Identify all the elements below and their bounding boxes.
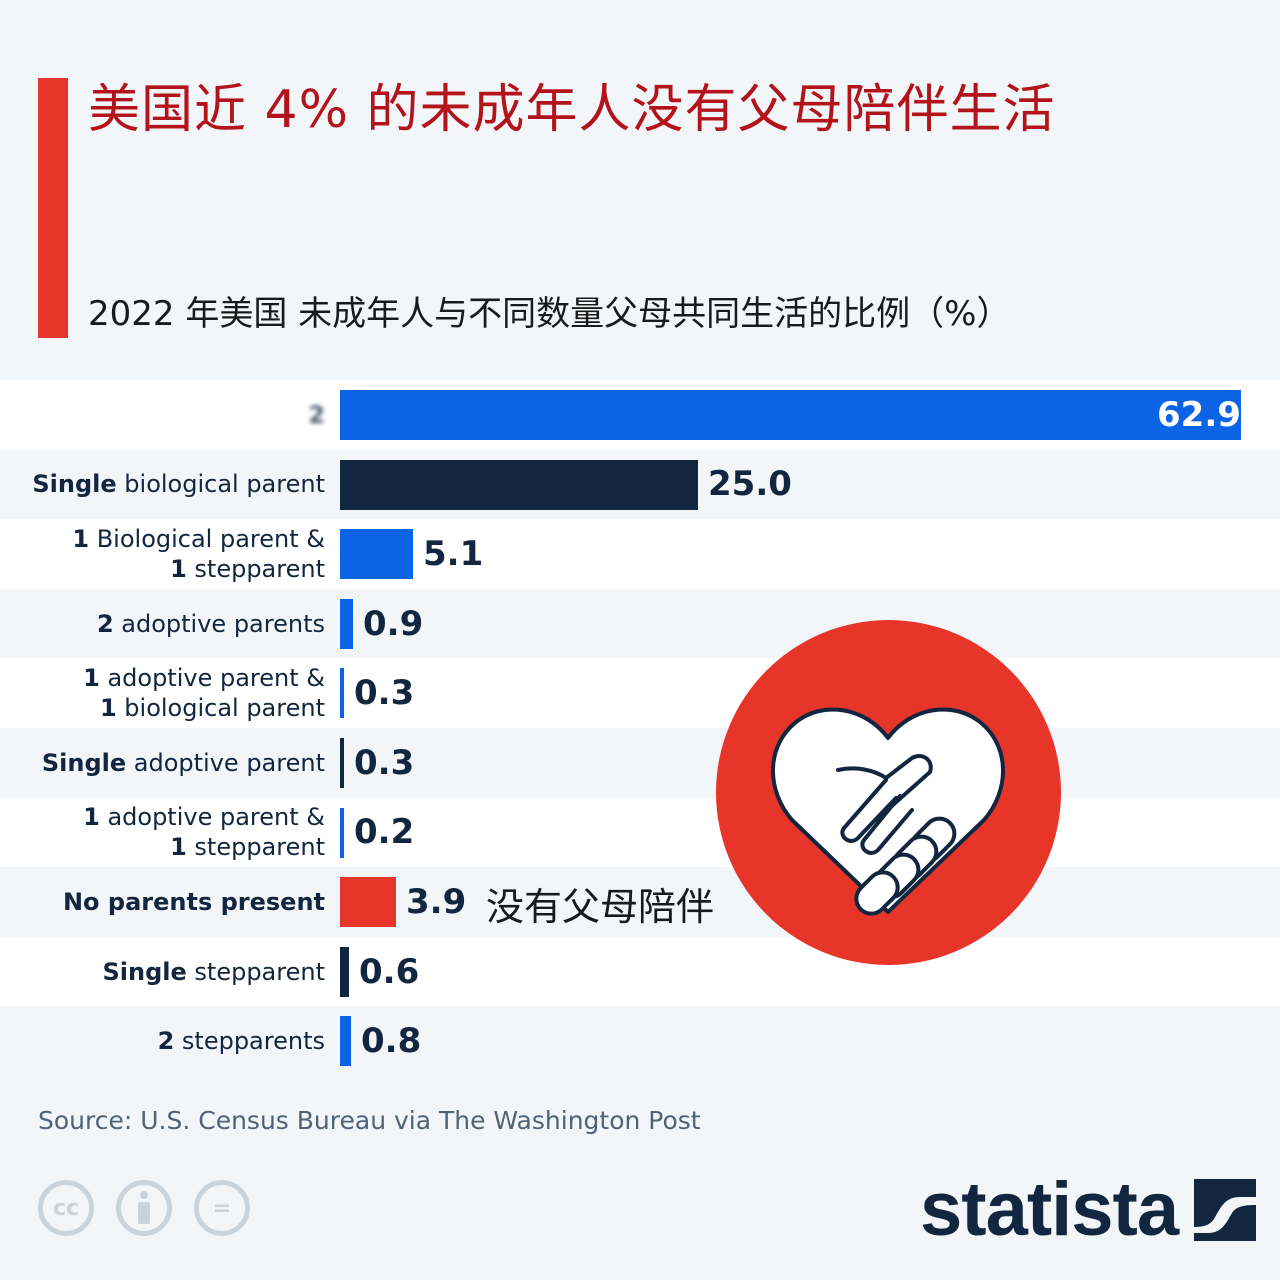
bar-value-label: 0.3 bbox=[354, 742, 415, 783]
chart-row: 2 stepparents 0.8 bbox=[0, 1006, 1280, 1076]
category-label: Single biological parent bbox=[32, 470, 325, 499]
bar[interactable] bbox=[340, 877, 396, 928]
bar[interactable] bbox=[340, 807, 344, 858]
bar[interactable] bbox=[340, 598, 353, 649]
category-label: 1 adoptive parent & 1 stepparent bbox=[83, 803, 325, 862]
bar[interactable] bbox=[340, 459, 698, 510]
bar-value-label: 0.9 bbox=[363, 603, 424, 644]
source-note: Source: U.S. Census Bureau via The Washi… bbox=[38, 1106, 701, 1135]
chart-row: No parents present 3.9 bbox=[0, 867, 1280, 937]
bar-value-label: 0.3 bbox=[354, 673, 415, 714]
bar[interactable] bbox=[340, 529, 413, 580]
chart-subtitle: 2022 年美国 未成年人与不同数量父母共同生活的比例（%） bbox=[88, 294, 1011, 334]
chart-row: 2 adoptive parents 0.9 bbox=[0, 588, 1280, 659]
chart-row: Single stepparent 0.6 bbox=[0, 936, 1280, 1007]
title-accent-bar bbox=[38, 78, 68, 338]
heart-handshake-badge bbox=[716, 620, 1061, 965]
bar-value-label: 0.2 bbox=[354, 812, 415, 853]
person-icon bbox=[138, 1191, 150, 1224]
category-label: 2 adoptive parents bbox=[96, 609, 325, 638]
bar-chart: 2 62.9 Single biological parent 25.0 1 Biolo… bbox=[0, 380, 1280, 1076]
category-label: 2 stepparents bbox=[157, 1027, 325, 1056]
category-label: Single stepparent bbox=[102, 957, 326, 986]
chart-row: 1 adoptive parent & 1 stepparent 0.2 bbox=[0, 797, 1280, 868]
chart-row: Single biological parent 25.0 bbox=[0, 449, 1280, 520]
heart-handshake-icon bbox=[771, 707, 1005, 916]
chart-row: Single adoptive parent 0.3 bbox=[0, 727, 1280, 798]
statista-mark-icon bbox=[1194, 1179, 1257, 1241]
statista-wordmark: statista bbox=[920, 1167, 1179, 1252]
bar[interactable] bbox=[340, 668, 344, 719]
no-derivatives-icon[interactable]: = bbox=[194, 1180, 250, 1236]
bar-value-label: 25.0 bbox=[708, 464, 792, 505]
bar[interactable] bbox=[340, 737, 344, 788]
bar[interactable] bbox=[340, 390, 1241, 440]
chart-row: 2 62.9 bbox=[0, 380, 1280, 450]
chart-row: 1 Biological parent & 1 stepparent 5.1 bbox=[0, 519, 1280, 589]
bar-value-label: 62.9 bbox=[1157, 394, 1241, 435]
bar-value-label: 0.8 bbox=[361, 1021, 422, 1062]
category-label: 1 adoptive parent & 1 biological parent bbox=[83, 664, 325, 723]
statista-logo[interactable]: statista bbox=[920, 1167, 1257, 1252]
bar-value-label: 5.1 bbox=[423, 533, 484, 574]
bar[interactable] bbox=[340, 1016, 351, 1067]
bar-value-label: 3.9 bbox=[406, 881, 467, 922]
no-parents-annotation: 没有父母陪伴 bbox=[486, 885, 715, 929]
category-label: 1 Biological parent & 1 stepparent bbox=[72, 524, 325, 583]
attribution-icon[interactable] bbox=[116, 1180, 172, 1236]
cc-icon[interactable]: cc bbox=[38, 1180, 94, 1236]
chart-row: 1 adoptive parent & 1 biological parent 0.… bbox=[0, 658, 1280, 728]
bar[interactable] bbox=[340, 946, 349, 997]
category-label: 2 bbox=[308, 400, 325, 429]
category-label: Single adoptive parent bbox=[41, 748, 325, 777]
category-label: No parents present bbox=[62, 887, 325, 916]
chart-title: 美国近 4% 的未成年人没有父母陪伴生活 bbox=[88, 80, 1056, 140]
bar-value-label: 0.6 bbox=[359, 951, 420, 992]
